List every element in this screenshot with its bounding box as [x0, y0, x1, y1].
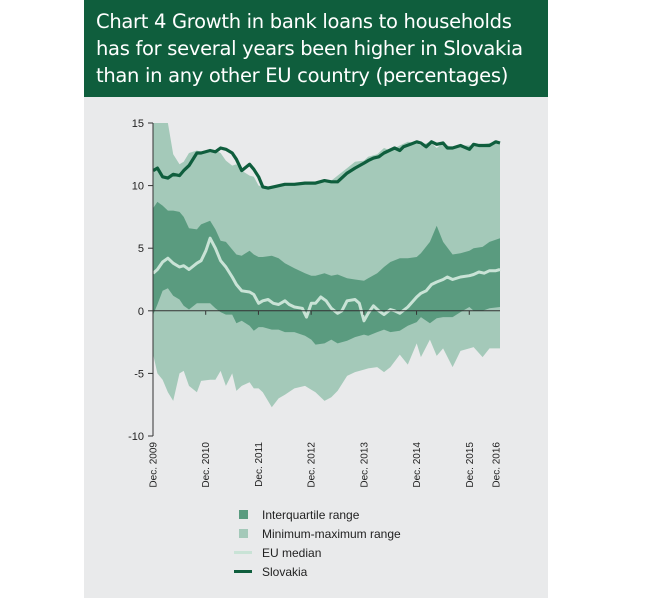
legend-label: Interquartile range: [262, 507, 360, 522]
eu-median-line: [152, 236, 501, 323]
chart-legend: Interquartile range Minimum-maximum range…: [230, 505, 401, 581]
legend-symbol: [230, 565, 256, 579]
slovakia-line: [152, 140, 501, 190]
y-tick-label: -10: [128, 431, 144, 443]
x-tick-label: Dec. 2015: [465, 442, 476, 488]
legend-symbol: [230, 527, 256, 541]
y-tick-label: 0: [138, 306, 144, 318]
legend-item: Slovakia: [230, 562, 401, 581]
legend-item: EU median: [230, 543, 401, 562]
minmax-range-area: [153, 123, 500, 408]
x-tick-label: Dec. 2009: [149, 442, 160, 488]
chart-title-box: Chart 4 Growth in bank loans to househol…: [84, 0, 548, 97]
legend-symbol: [230, 546, 256, 560]
legend-symbol: [230, 508, 256, 522]
legend-label: Slovakia: [262, 564, 308, 579]
legend-line-swatch: [234, 551, 252, 554]
y-tick-label: 5: [138, 243, 144, 255]
legend-item: Interquartile range: [230, 505, 401, 524]
interquartile-range-area: [153, 201, 500, 345]
x-tick-label: Dec. 2016: [492, 442, 503, 488]
legend-label: EU median: [262, 545, 322, 560]
x-tick-label: Dec. 2014: [412, 442, 423, 488]
y-tick-label: -5: [134, 368, 144, 380]
x-tick-label: Dec. 2011: [254, 442, 265, 487]
chart-svg: 15 10 5 0 -5 -10 Dec. 2009 Dec. 2010 Dec. 2011 De…: [128, 118, 503, 488]
legend-line-swatch: [234, 570, 252, 573]
legend-swatch: [238, 510, 248, 519]
chart-title: Chart 4 Growth in bank loans to househol…: [96, 10, 523, 87]
legend-label: Minimum-maximum range: [262, 526, 401, 541]
y-tick-label: 10: [132, 181, 144, 193]
x-tick-label: Dec. 2010: [201, 442, 212, 488]
legend-item: Minimum-maximum range: [230, 524, 401, 543]
x-tick-label: Dec. 2013: [359, 442, 370, 488]
x-tick-label: Dec. 2012: [307, 442, 318, 488]
legend-swatch: [238, 529, 248, 538]
y-tick-label: 15: [132, 118, 144, 130]
